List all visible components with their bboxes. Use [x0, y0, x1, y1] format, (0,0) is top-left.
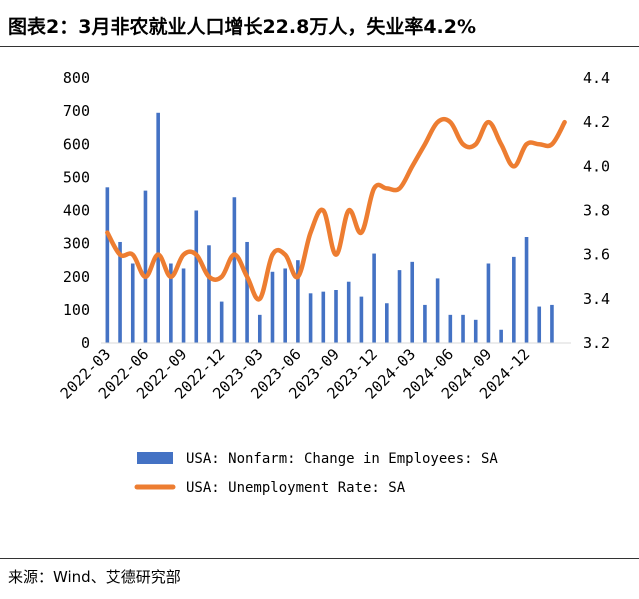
employment-bar	[105, 187, 110, 343]
source-note: 来源：Wind、艾德研究部	[8, 568, 181, 586]
employment-bar	[194, 210, 199, 343]
employment-bar	[270, 271, 275, 343]
employment-bar	[435, 278, 440, 343]
employment-bar	[512, 256, 516, 343]
left-tick-label: 400	[63, 202, 90, 220]
employment-bar	[296, 260, 300, 343]
employment-bar	[283, 268, 287, 343]
employment-bar	[486, 263, 491, 343]
employment-bar	[169, 263, 173, 343]
employment-bar	[219, 301, 224, 343]
employment-bar	[448, 314, 453, 343]
employment-bar	[385, 303, 389, 343]
left-tick-label: 200	[63, 268, 90, 286]
employment-bar	[232, 197, 237, 343]
employment-bar	[423, 304, 427, 343]
employment-bar	[359, 296, 364, 343]
employment-bar	[372, 253, 376, 343]
left-tick-label: 0	[81, 334, 90, 352]
left-tick-label: 800	[63, 69, 90, 87]
right-tick-label: 4.0	[583, 157, 610, 175]
left-axis-ticks: 0 100 200 300 400 500 600 700 800	[63, 69, 90, 352]
right-tick-label: 3.8	[583, 202, 610, 220]
right-tick-label: 3.2	[583, 334, 610, 352]
right-tick-label: 3.6	[583, 246, 610, 264]
legend-swatch-bar	[137, 452, 173, 464]
left-tick-label: 100	[63, 301, 90, 319]
employment-bar	[334, 290, 338, 343]
unemployment-line-layer	[105, 116, 567, 302]
left-tick-label: 600	[63, 135, 90, 153]
legend-label-bar: USA: Nonfarm: Change in Employees: SA	[186, 451, 498, 467]
x-axis-ticks: 2022-032022-062022-092022-122023-032023-…	[57, 345, 534, 402]
employment-bar	[499, 329, 503, 343]
employment-bar	[143, 190, 148, 343]
employment-bar	[308, 293, 313, 343]
left-tick-label: 500	[63, 168, 90, 186]
employment-bars	[105, 112, 554, 343]
employment-bar	[397, 270, 402, 343]
employment-bar	[550, 304, 554, 343]
employment-bar	[410, 261, 415, 343]
employment-bar	[207, 245, 211, 343]
right-tick-label: 4.4	[583, 69, 610, 87]
unemployment-rate-line	[105, 116, 567, 302]
employment-bar	[181, 268, 186, 343]
employment-bar	[321, 291, 326, 343]
title-divider	[0, 46, 639, 47]
employment-bar	[473, 319, 478, 343]
right-tick-label: 3.4	[583, 290, 610, 308]
chart-title: 图表2：3月非农就业人口增长22.8万人，失业率4.2%	[8, 16, 477, 38]
employment-bar	[156, 112, 160, 343]
employment-bar	[524, 237, 529, 343]
employment-bar	[245, 241, 249, 343]
bar-line-chart: 0 100 200 300 400 500 600 700 800 3.2 3.4 3.6 3.8 4.…	[57, 69, 610, 496]
right-tick-label: 4.2	[583, 113, 610, 131]
employment-bar	[346, 281, 351, 343]
left-tick-label: 300	[63, 235, 90, 253]
legend: USA: Nonfarm: Change in Employees: SA US…	[134, 451, 498, 496]
employment-bar	[257, 314, 262, 343]
footer-divider	[0, 558, 639, 559]
employment-bar	[537, 306, 542, 343]
employment-bar	[118, 241, 122, 343]
right-axis-ticks: 3.2 3.4 3.6 3.8 4.0 4.2 4.4	[583, 69, 610, 352]
left-tick-label: 700	[63, 102, 90, 120]
legend-label-line: USA: Unemployment Rate: SA	[186, 480, 406, 496]
employment-bar	[130, 263, 135, 343]
employment-bar	[461, 314, 465, 343]
